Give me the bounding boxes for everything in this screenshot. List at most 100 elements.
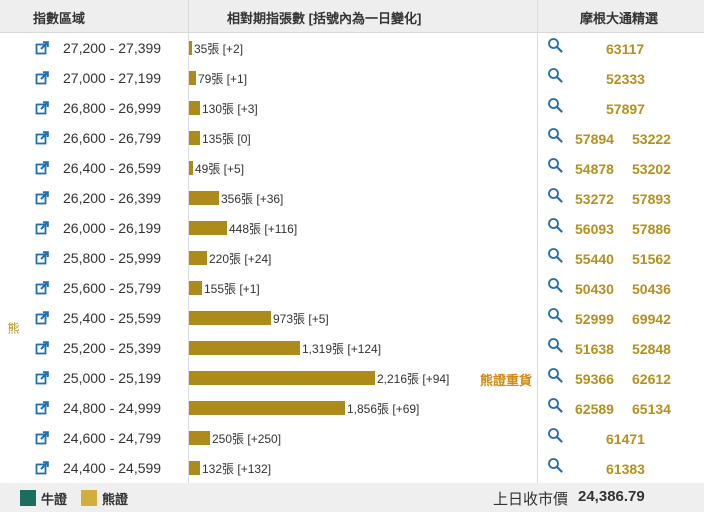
- search-icon[interactable]: [547, 157, 563, 173]
- warrant-code-link[interactable]: 52999: [575, 311, 614, 327]
- warrant-code-link[interactable]: 53222: [632, 131, 671, 147]
- index-range: 26,600 - 26,799: [63, 130, 162, 146]
- external-link-icon[interactable]: [35, 311, 49, 325]
- index-range: 25,000 - 25,199: [63, 370, 162, 386]
- warrant-code-link[interactable]: 50430: [575, 281, 614, 297]
- warrant-code-link[interactable]: 62589: [575, 401, 614, 417]
- search-icon[interactable]: [547, 457, 563, 473]
- index-range: 26,400 - 26,599: [63, 160, 162, 176]
- heavy-position-tag: 熊證重貨: [480, 373, 533, 388]
- external-link-icon[interactable]: [35, 41, 49, 55]
- index-range: 27,000 - 27,199: [63, 70, 162, 86]
- bear-bar: [189, 101, 200, 115]
- external-link-icon[interactable]: [35, 131, 49, 145]
- warrant-code-link[interactable]: 52848: [632, 341, 671, 357]
- table-row: 26,800 - 26,999 130張 [+3] 57897: [0, 93, 704, 123]
- table-row: 26,200 - 26,399 356張 [+36] 53272 57893: [0, 183, 704, 213]
- table-row: 27,200 - 27,399 35張 [+2] 63117: [0, 33, 704, 63]
- search-icon[interactable]: [547, 277, 563, 293]
- table-row: 24,600 - 24,799 250張 [+250] 61471: [0, 423, 704, 453]
- bar-value-label: 49張 [+5]: [195, 162, 245, 176]
- search-icon[interactable]: [547, 37, 563, 53]
- index-range: 27,200 - 27,399: [63, 40, 162, 56]
- index-range: 25,200 - 25,399: [63, 340, 162, 356]
- footer: 牛證 熊證 上日收市價 24,386.79: [0, 483, 704, 512]
- external-link-icon[interactable]: [35, 251, 49, 265]
- table-row: 25,800 - 25,999 220張 [+24] 55440 51562: [0, 243, 704, 273]
- warrant-code-link[interactable]: 57897: [606, 101, 645, 117]
- warrant-code-link[interactable]: 52333: [606, 71, 645, 87]
- search-icon[interactable]: [547, 397, 563, 413]
- table-row: 25,600 - 25,799 155張 [+1] 50430 50436: [0, 273, 704, 303]
- external-link-icon[interactable]: [35, 431, 49, 445]
- external-link-icon[interactable]: [35, 461, 49, 475]
- search-icon[interactable]: [547, 97, 563, 113]
- warrant-code-link[interactable]: 51562: [632, 251, 671, 267]
- index-range: 26,200 - 26,399: [63, 190, 162, 206]
- index-range: 25,400 - 25,599: [63, 310, 162, 326]
- external-link-icon[interactable]: [35, 161, 49, 175]
- search-icon[interactable]: [547, 247, 563, 263]
- warrant-code-link[interactable]: 65134: [632, 401, 671, 417]
- bear-bar: [189, 221, 227, 235]
- search-icon[interactable]: [547, 337, 563, 353]
- search-icon[interactable]: [547, 427, 563, 443]
- bear-bar: [189, 161, 193, 175]
- search-icon[interactable]: [547, 187, 563, 203]
- table-row: 25,200 - 25,399 1,319張 [+124] 51638 52848: [0, 333, 704, 363]
- bar-value-label: 448張 [+116]: [229, 222, 298, 236]
- warrant-code-link[interactable]: 57886: [632, 221, 671, 237]
- bar-value-label: 2,216張 [+94]: [377, 372, 450, 386]
- warrant-code-link[interactable]: 57893: [632, 191, 671, 207]
- search-icon[interactable]: [547, 217, 563, 233]
- warrant-code-link[interactable]: 59366: [575, 371, 614, 387]
- bear-bar: [189, 41, 192, 55]
- search-icon[interactable]: [547, 307, 563, 323]
- index-range: 24,600 - 24,799: [63, 430, 162, 446]
- warrant-code-link[interactable]: 54878: [575, 161, 614, 177]
- bar-value-label: 250張 [+250]: [212, 432, 282, 446]
- bear-swatch: [81, 490, 97, 506]
- bear-bar: [189, 71, 196, 85]
- table-row: 25,000 - 25,199 2,216張 [+94] 熊證重貨 59366 6261…: [0, 363, 704, 393]
- header-jpm-picks[interactable]: 摩根大通精選: [580, 11, 659, 26]
- warrant-code-link[interactable]: 57894: [575, 131, 614, 147]
- index-range: 24,400 - 24,599: [63, 460, 162, 476]
- warrant-code-link[interactable]: 50436: [632, 281, 671, 297]
- external-link-icon[interactable]: [35, 101, 49, 115]
- column-divider-2: [537, 0, 538, 483]
- external-link-icon[interactable]: [35, 281, 49, 295]
- warrant-code-link[interactable]: 61471: [606, 431, 645, 447]
- bar-value-label: 155張 [+1]: [204, 282, 260, 296]
- search-icon[interactable]: [547, 67, 563, 83]
- bear-bar: [189, 371, 375, 385]
- warrant-code-link[interactable]: 56093: [575, 221, 614, 237]
- search-icon[interactable]: [547, 127, 563, 143]
- table-row: 26,000 - 26,199 448張 [+116] 56093 57886: [0, 213, 704, 243]
- table-row: 27,000 - 27,199 79張 [+1] 52333: [0, 63, 704, 93]
- warrant-code-link[interactable]: 55440: [575, 251, 614, 267]
- header-contracts[interactable]: 相對期指張數 [括號內為一日變化]: [227, 11, 422, 26]
- index-range: 24,800 - 24,999: [63, 400, 162, 416]
- warrant-code-link[interactable]: 53272: [575, 191, 614, 207]
- external-link-icon[interactable]: [35, 191, 49, 205]
- bar-value-label: 132張 [+132]: [202, 462, 272, 476]
- external-link-icon[interactable]: [35, 371, 49, 385]
- warrant-code-link[interactable]: 51638: [575, 341, 614, 357]
- warrant-code-link[interactable]: 69942: [632, 311, 671, 327]
- header-index-range[interactable]: 指數區域: [33, 11, 86, 26]
- external-link-icon[interactable]: [35, 401, 49, 415]
- table-row: 24,800 - 24,999 1,856張 [+69] 62589 65134: [0, 393, 704, 423]
- external-link-icon[interactable]: [35, 221, 49, 235]
- external-link-icon[interactable]: [35, 341, 49, 355]
- warrant-code-link[interactable]: 61383: [606, 461, 645, 477]
- search-icon[interactable]: [547, 367, 563, 383]
- warrant-code-link[interactable]: 62612: [632, 371, 671, 387]
- warrant-code-link[interactable]: 53202: [632, 161, 671, 177]
- external-link-icon[interactable]: [35, 71, 49, 85]
- warrant-code-link[interactable]: 63117: [606, 41, 645, 57]
- bear-bar: [189, 191, 219, 205]
- legend-bull-label: 牛證: [41, 492, 68, 507]
- bar-value-label: 135張 [0]: [202, 132, 251, 146]
